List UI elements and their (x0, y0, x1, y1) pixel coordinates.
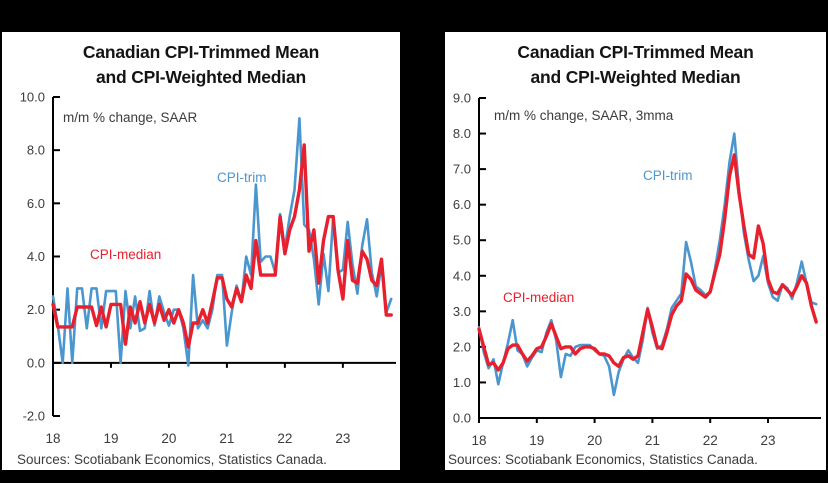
svg-text:8.0: 8.0 (453, 126, 471, 141)
chart-panel-3mma: Canadian CPI-Trimmed Mean and CPI-Weight… (445, 32, 826, 470)
chart-title-line2: and CPI-Weighted Median (530, 67, 741, 87)
svg-text:19: 19 (103, 431, 118, 446)
series-label-cpi-trim: CPI-trim (217, 170, 267, 185)
svg-text:1.0: 1.0 (453, 375, 471, 390)
series-label-cpi-median: CPI-median (90, 247, 162, 262)
svg-text:21: 21 (645, 433, 660, 448)
svg-text:23: 23 (760, 433, 775, 448)
svg-text:22: 22 (703, 433, 718, 448)
svg-text:23: 23 (335, 431, 350, 446)
svg-text:20: 20 (161, 431, 176, 446)
svg-text:22: 22 (277, 431, 292, 446)
svg-text:20: 20 (587, 433, 602, 448)
svg-text:0.0: 0.0 (453, 411, 471, 426)
svg-text:8.0: 8.0 (27, 143, 45, 158)
svg-text:-2.0: -2.0 (23, 409, 45, 424)
series-label-cpi-trim: CPI-trim (643, 168, 693, 183)
svg-text:21: 21 (219, 431, 234, 446)
svg-text:4.0: 4.0 (27, 249, 45, 264)
chart-title: Canadian CPI-Trimmed Mean and CPI-Weight… (2, 40, 400, 90)
chart-title: Canadian CPI-Trimmed Mean and CPI-Weight… (445, 40, 826, 90)
svg-text:18: 18 (45, 431, 60, 446)
sources-note: Sources: Scotiabank Economics, Statistic… (448, 452, 758, 467)
svg-text:9.0: 9.0 (453, 91, 471, 106)
svg-text:3.0: 3.0 (453, 304, 471, 319)
svg-text:4.0: 4.0 (453, 268, 471, 283)
svg-text:5.0: 5.0 (453, 233, 471, 248)
series-label-cpi-median: CPI-median (503, 290, 575, 305)
svg-text:10.0: 10.0 (20, 90, 45, 105)
svg-text:2.0: 2.0 (453, 339, 471, 354)
svg-text:2.0: 2.0 (27, 302, 45, 317)
svg-text:6.0: 6.0 (453, 197, 471, 212)
chart-panel-saar: Canadian CPI-Trimmed Mean and CPI-Weight… (2, 32, 400, 470)
axis-unit-annotation: m/m % change, SAAR, 3mma (494, 108, 674, 123)
chart-title-line1: Canadian CPI-Trimmed Mean (517, 42, 754, 62)
sources-note: Sources: Scotiabank Economics, Statistic… (17, 452, 327, 467)
line-chart-saar: -2.0 0.0 2.0 4.0 6.0 8.0 10.0 18 19 20 21 22 23 (20, 90, 396, 446)
chart-title-line1: Canadian CPI-Trimmed Mean (82, 42, 320, 62)
axis-unit-annotation: m/m % change, SAAR (63, 110, 198, 125)
chart-title-line2: and CPI-Weighted Median (96, 67, 306, 87)
line-chart-3mma: 0.0 1.0 2.0 3.0 4.0 5.0 6.0 7.0 8.0 9.0 18 19 20 21 22… (453, 91, 821, 448)
svg-text:0.0: 0.0 (27, 355, 45, 370)
svg-text:18: 18 (471, 433, 486, 448)
svg-text:19: 19 (529, 433, 544, 448)
svg-text:6.0: 6.0 (27, 196, 45, 211)
svg-text:7.0: 7.0 (453, 162, 471, 177)
